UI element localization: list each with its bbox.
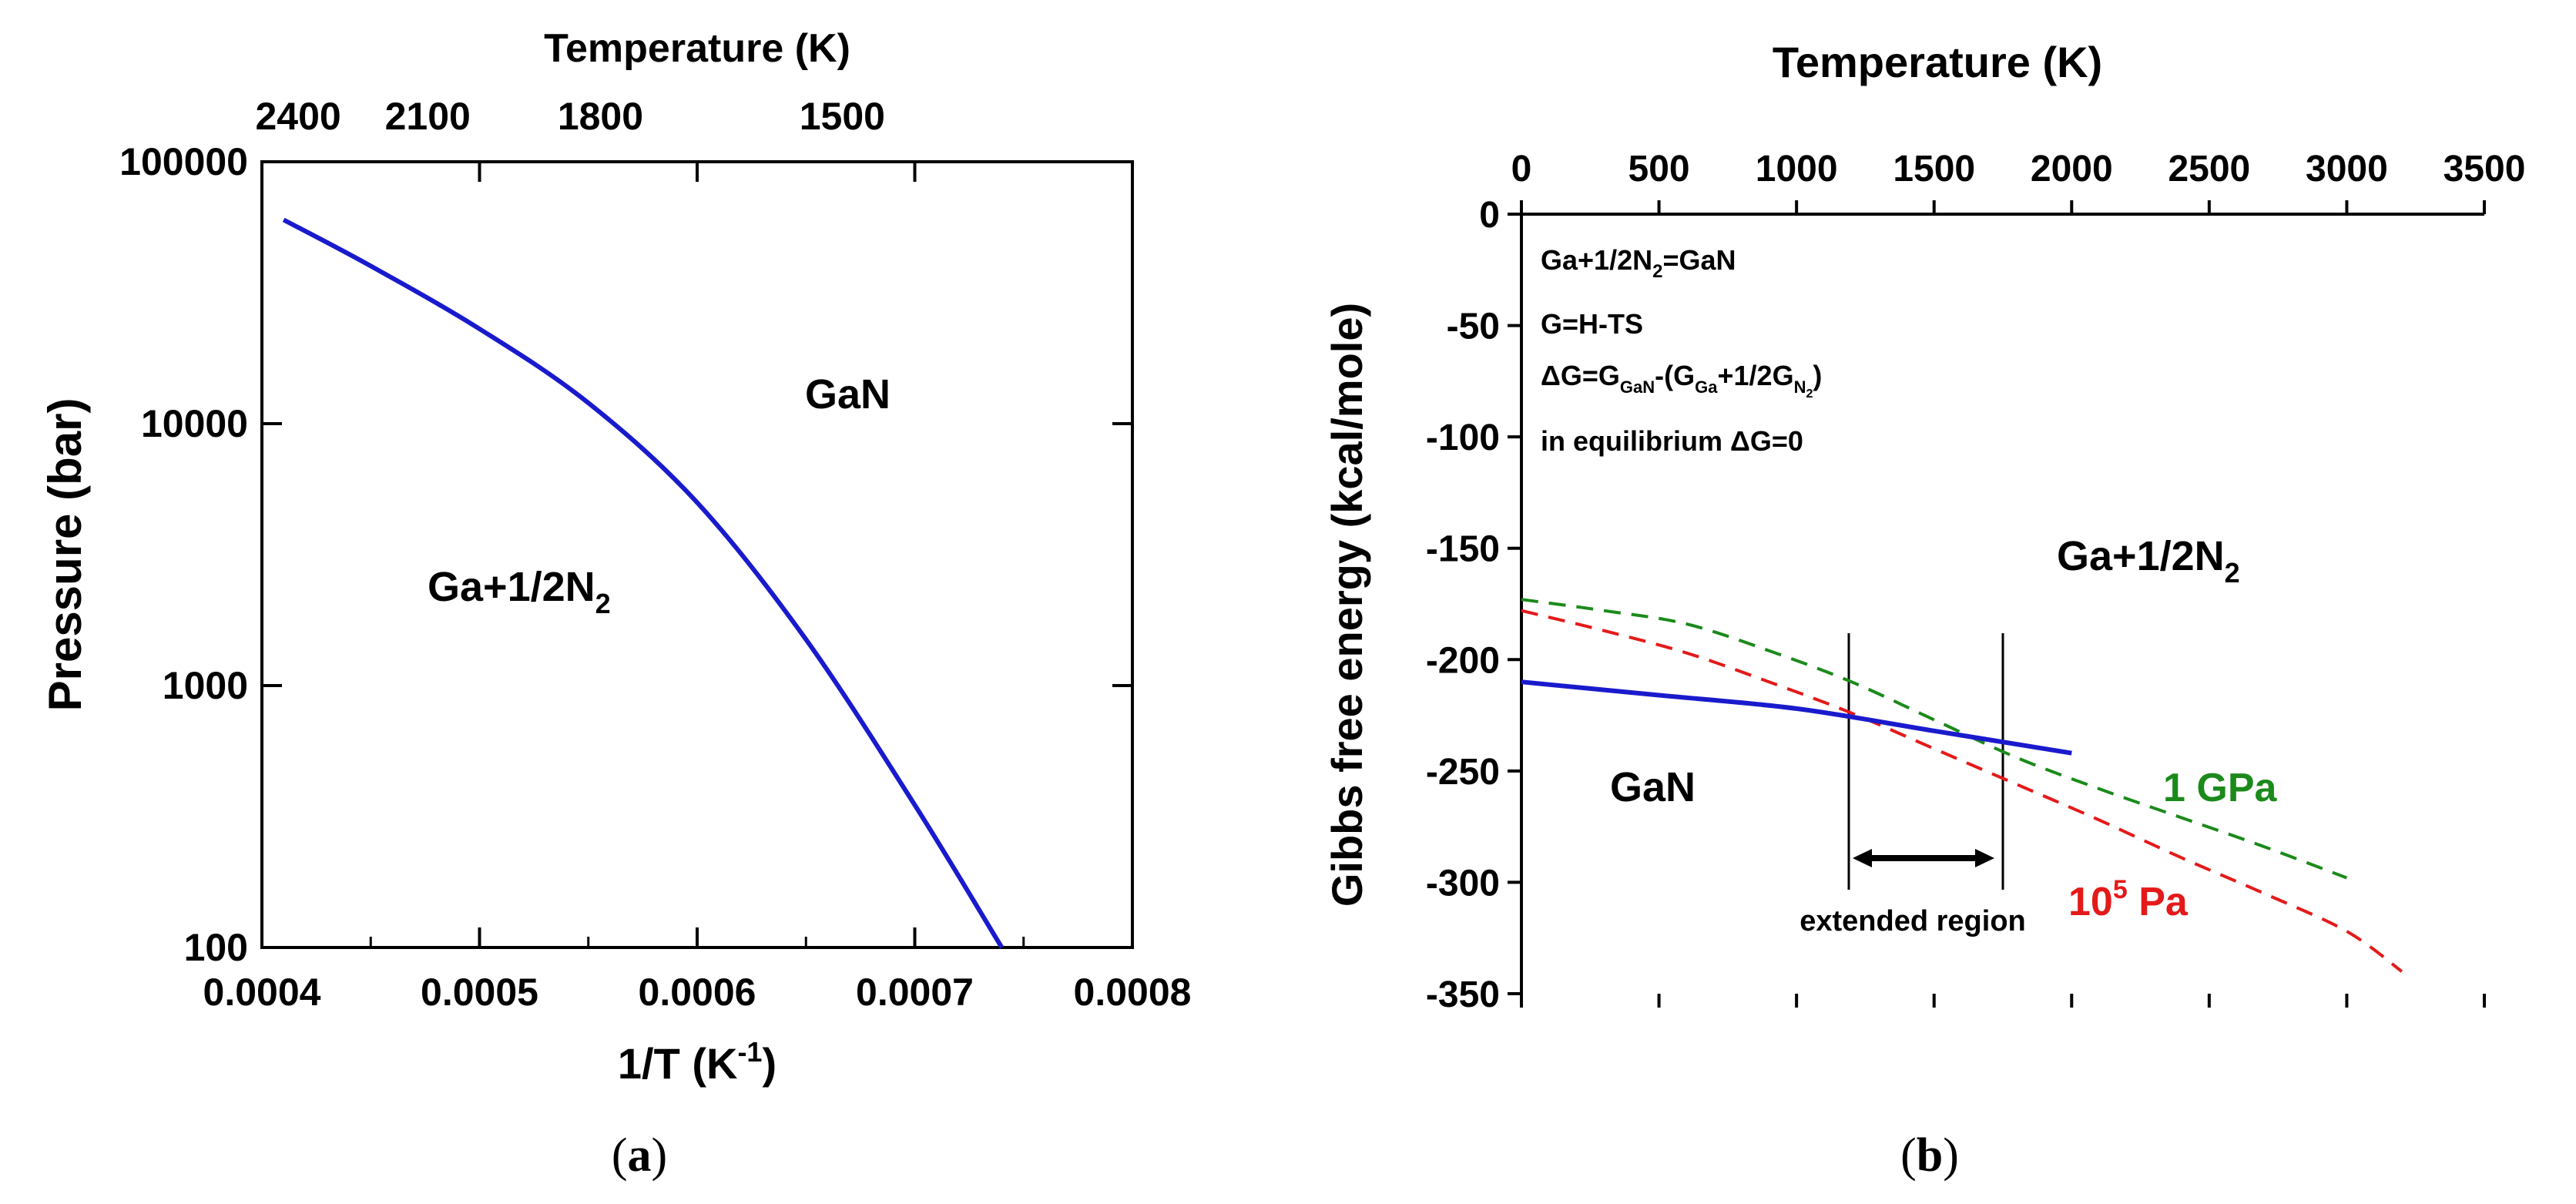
info-line-3-sub1: GaN (1620, 377, 1655, 397)
panel-label-a-open: ( (612, 1129, 628, 1182)
panel-label-b: (b) (1900, 1129, 1959, 1182)
region-lower-b: GaN (1610, 764, 1696, 810)
top-tick-label-a: 1500 (800, 95, 885, 138)
x-ticks-a: 0.0004 0.0005 0.0006 0.0007 0.0008 (203, 162, 1192, 1014)
label-105pa-base: 10 (2068, 880, 2113, 924)
x-tick-label-a: 0.0008 (1074, 971, 1192, 1014)
series-1gpa-b (1521, 598, 2348, 880)
panel-label-a: (a) (612, 1129, 667, 1182)
arrow-head-right (1975, 849, 1994, 867)
panel-a: 0.0004 0.0005 0.0006 0.0007 0.0008 100100010… (39, 26, 1191, 1182)
x-tick-label-a: 0.0004 (203, 971, 321, 1014)
region-upper-b: Ga+1/2N2 (2057, 533, 2240, 589)
info-line-4: in equilibrium ΔG=0 (1541, 425, 1803, 457)
x-tick-label-b: 3500 (2444, 149, 2526, 189)
y-tick-label-a: 100 (184, 926, 248, 969)
y-tick-label-b: -200 (1426, 640, 1500, 681)
info-text-block: Ga+1/2N2=GaN G=H-TS ΔG=GGaN-(GGa+1/2GN2)… (1541, 244, 1822, 457)
x-tick-label-b: 2000 (2031, 149, 2113, 189)
y-tick-label-b: -50 (1447, 307, 1500, 347)
label-105pa-unit: Pa (2128, 880, 2189, 924)
info-line-3-sub3b: 2 (1806, 387, 1813, 401)
info-line-1-main: Ga+1/2N (1541, 244, 1652, 276)
panel-label-b-open: ( (1900, 1129, 1917, 1182)
x-tick-label-b: 3000 (2306, 149, 2388, 189)
y-axis-label-a: Pressure (bar) (39, 398, 91, 712)
extended-region-arrow (1853, 849, 1994, 867)
series-105pa-b (1521, 609, 2403, 973)
label-105pa-exp: 5 (2113, 875, 2128, 904)
info-line-3-pre: ΔG=G (1541, 360, 1620, 391)
x-axis-label-sup-a: -1 (737, 1036, 762, 1068)
x-tick-label-b: 2500 (2168, 149, 2250, 189)
top-ticks-a: 2400 2100 1800 1500 (255, 95, 884, 138)
x-tick-label-b: 1500 (1893, 149, 1975, 189)
y-tick-label-b: 0 (1479, 195, 1500, 236)
x-ticks-b: 0 500 1000 1500 2000 2500 3000 3500 (1511, 149, 2526, 1008)
region-lower-main-a: Ga+1/2N (428, 564, 595, 610)
top-tick-label-a: 1800 (558, 95, 643, 138)
info-line-1-sub: 2 (1652, 261, 1662, 282)
y-tick-label-a: 100000 (119, 140, 248, 183)
region-lower-sub-a: 2 (595, 588, 611, 619)
x-tick-label-b: 1000 (1756, 149, 1838, 189)
info-line-3-mid2: +1/2G (1718, 360, 1794, 391)
info-line-3-mid: -(G (1655, 360, 1695, 391)
y-tick-label-b: -100 (1426, 418, 1500, 458)
label-1gpa: 1 GPa (2163, 766, 2277, 810)
info-line-1: Ga+1/2N2=GaN (1541, 244, 1736, 282)
info-line-2: G=H-TS (1541, 308, 1643, 340)
panel-b: 0 500 1000 1500 2000 2500 3000 3500 0 -50 -100 -15… (1323, 38, 2525, 1182)
panel-label-b-close: ) (1943, 1129, 1959, 1182)
x-axis-label-close-a: ) (762, 1039, 776, 1088)
y-tick-label-b: -350 (1426, 974, 1500, 1015)
top-axis-label-a: Temperature (K) (544, 26, 850, 71)
series-gan-curve-a (282, 217, 1005, 949)
info-line-3-tail: ) (1813, 360, 1822, 391)
arrow-head-left (1853, 849, 1872, 867)
region-lower-a: Ga+1/2N2 (428, 564, 611, 619)
panel-label-a-close: ) (652, 1129, 668, 1182)
marker-lines-b (1847, 633, 2004, 890)
x-tick-label-a: 0.0005 (421, 971, 538, 1014)
info-line-3-sub3: N (1794, 377, 1806, 397)
series-gan-b (1521, 679, 2072, 756)
panel-label-a-letter: a (628, 1129, 652, 1182)
region-upper-a: GaN (805, 371, 891, 418)
y-tick-label-b: -250 (1426, 752, 1500, 793)
x-tick-label-b: 500 (1628, 149, 1690, 189)
info-line-3-sub2: Ga (1695, 377, 1718, 397)
y-tick-label-a: 10000 (141, 402, 248, 445)
y-ticks-b: 0 -50 -100 -150 -200 -250 -300 -350 (1426, 195, 1521, 1015)
y-ticks-a: 100 1000 10000 100000 (119, 140, 1132, 969)
x-tick-label-a: 0.0006 (639, 971, 756, 1014)
x-axis-label-a: 1/T (K-1) (618, 1036, 776, 1088)
extended-region-label: extended region (1800, 905, 2026, 937)
y-tick-label-b: -150 (1426, 529, 1500, 570)
top-tick-label-a: 2400 (255, 95, 340, 138)
top-axis-label-b: Temperature (K) (1773, 38, 2102, 86)
y-tick-label-a: 1000 (163, 664, 248, 707)
top-tick-label-a: 2100 (385, 95, 471, 138)
x-tick-label-b: 0 (1511, 149, 1532, 189)
info-line-1-tail: =GaN (1662, 244, 1736, 276)
label-105pa: 105 Pa (2068, 875, 2189, 924)
y-axis-label-b: Gibbs free energy (kcal/mole) (1323, 303, 1371, 907)
info-line-3: ΔG=GGaN-(GGa+1/2GN2) (1541, 360, 1822, 401)
region-upper-sub-b: 2 (2225, 557, 2240, 589)
y-tick-label-b: -300 (1426, 863, 1500, 904)
x-axis-label-main-a: 1/T (K (618, 1039, 738, 1088)
panel-label-b-letter: b (1917, 1129, 1943, 1182)
region-upper-main-b: Ga+1/2N (2057, 533, 2225, 579)
x-tick-label-a: 0.0007 (856, 971, 974, 1014)
